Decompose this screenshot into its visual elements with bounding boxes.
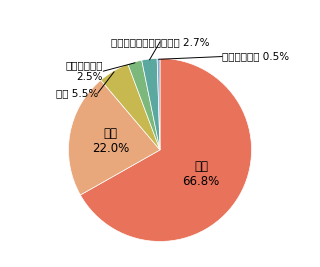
Wedge shape	[142, 58, 160, 150]
Text: 北海道・東北 0.5%: 北海道・東北 0.5%	[222, 52, 289, 61]
Wedge shape	[101, 64, 160, 150]
Text: 北陸・甲信越
2.5%: 北陸・甲信越 2.5%	[66, 60, 103, 82]
Wedge shape	[80, 58, 252, 241]
Text: 中国・四国・九州・外国 2.7%: 中国・四国・九州・外国 2.7%	[111, 37, 209, 47]
Text: 東海
66.8%: 東海 66.8%	[182, 160, 220, 188]
Wedge shape	[128, 60, 160, 150]
Wedge shape	[157, 58, 160, 150]
Text: 関東
22.0%: 関東 22.0%	[92, 127, 129, 155]
Text: 近畿 5.5%: 近畿 5.5%	[55, 88, 98, 98]
Wedge shape	[68, 80, 160, 195]
